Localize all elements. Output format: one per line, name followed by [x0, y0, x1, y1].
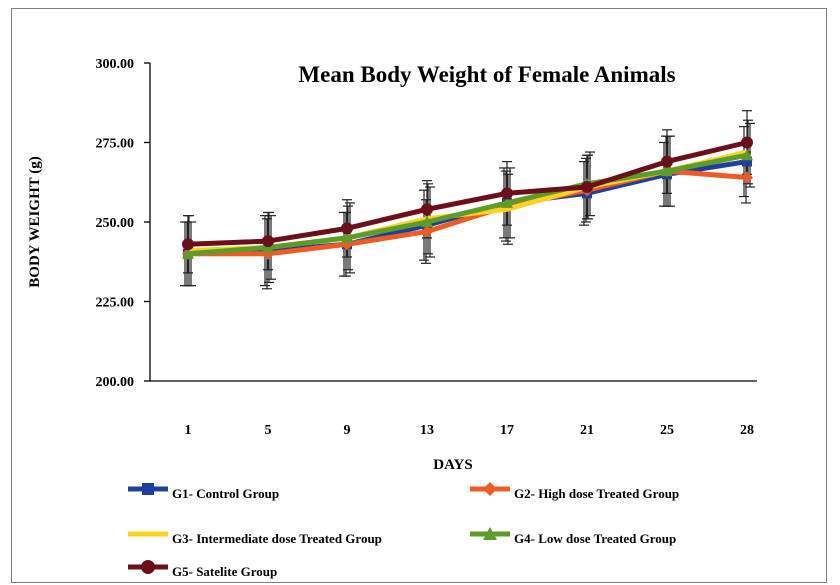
chart-title: Mean Body Weight of Female Animals	[298, 62, 675, 87]
legend-label: G2- High dose Treated Group	[514, 486, 679, 501]
data-point	[421, 203, 433, 216]
legend-item: G2- High dose Treated Group	[470, 482, 679, 501]
data-point	[341, 222, 353, 235]
legend-label: G4- Low dose Treated Group	[514, 531, 676, 546]
data-point	[661, 155, 673, 168]
data-point	[581, 181, 593, 194]
series-5	[182, 136, 753, 251]
x-tick-label: 21	[580, 423, 594, 438]
legend: G1- Control Group G2- High dose Treated G…	[128, 482, 679, 579]
data-point	[501, 196, 513, 208]
data-point	[742, 156, 752, 167]
legend-marker	[483, 482, 497, 496]
x-tick-label: 17	[500, 423, 514, 438]
y-tick-label: 250.00	[96, 216, 135, 231]
legend-item: G1- Control Group	[128, 483, 279, 501]
data-point	[741, 136, 753, 149]
data-point	[182, 247, 194, 259]
data-point	[262, 235, 274, 248]
legend-marker	[142, 483, 154, 495]
y-tick-label: 300.00	[96, 57, 135, 72]
legend-label: G1- Control Group	[172, 486, 279, 501]
data-point	[501, 187, 513, 200]
y-tick-label: 200.00	[96, 375, 135, 390]
data-point	[741, 149, 753, 161]
error-bars-4	[186, 122, 755, 287]
y-tick-label: 225.00	[96, 296, 135, 311]
x-tick-label: 25	[660, 423, 674, 438]
legend-label: G3- Intermediate dose Treated Group	[172, 531, 382, 546]
series-layer	[180, 110, 755, 290]
legend-marker	[141, 560, 155, 574]
y-tick-label: 275.00	[96, 137, 135, 152]
data-point	[741, 171, 753, 184]
x-tick-label: 5	[265, 423, 272, 438]
axes: 200.00 225.00 250.00 275.00 300.00 1 5 9 13 17 21 2…	[96, 57, 757, 438]
legend-item: G4- Low dose Treated Group	[470, 527, 676, 546]
x-axis-label: DAYS	[433, 457, 472, 473]
y-axis-label: BODY WEIGHT (g)	[27, 156, 43, 287]
data-point	[421, 225, 433, 238]
data-point	[661, 165, 673, 177]
series-line	[187, 140, 748, 247]
legend-item: G3- Intermediate dose Treated Group	[128, 531, 382, 546]
data-point	[421, 216, 433, 227]
legend-label: G5- Satelite Group	[172, 564, 277, 579]
x-tick-label: 9	[344, 423, 351, 438]
series-line	[187, 152, 748, 257]
legend-marker	[483, 527, 497, 540]
data-point	[182, 238, 194, 251]
x-tick-label: 28	[740, 423, 754, 438]
x-tick-label: 13	[420, 423, 434, 438]
legend-item: G5- Satelite Group	[128, 560, 277, 579]
x-tick-label: 1	[185, 423, 192, 438]
data-point	[341, 231, 353, 243]
